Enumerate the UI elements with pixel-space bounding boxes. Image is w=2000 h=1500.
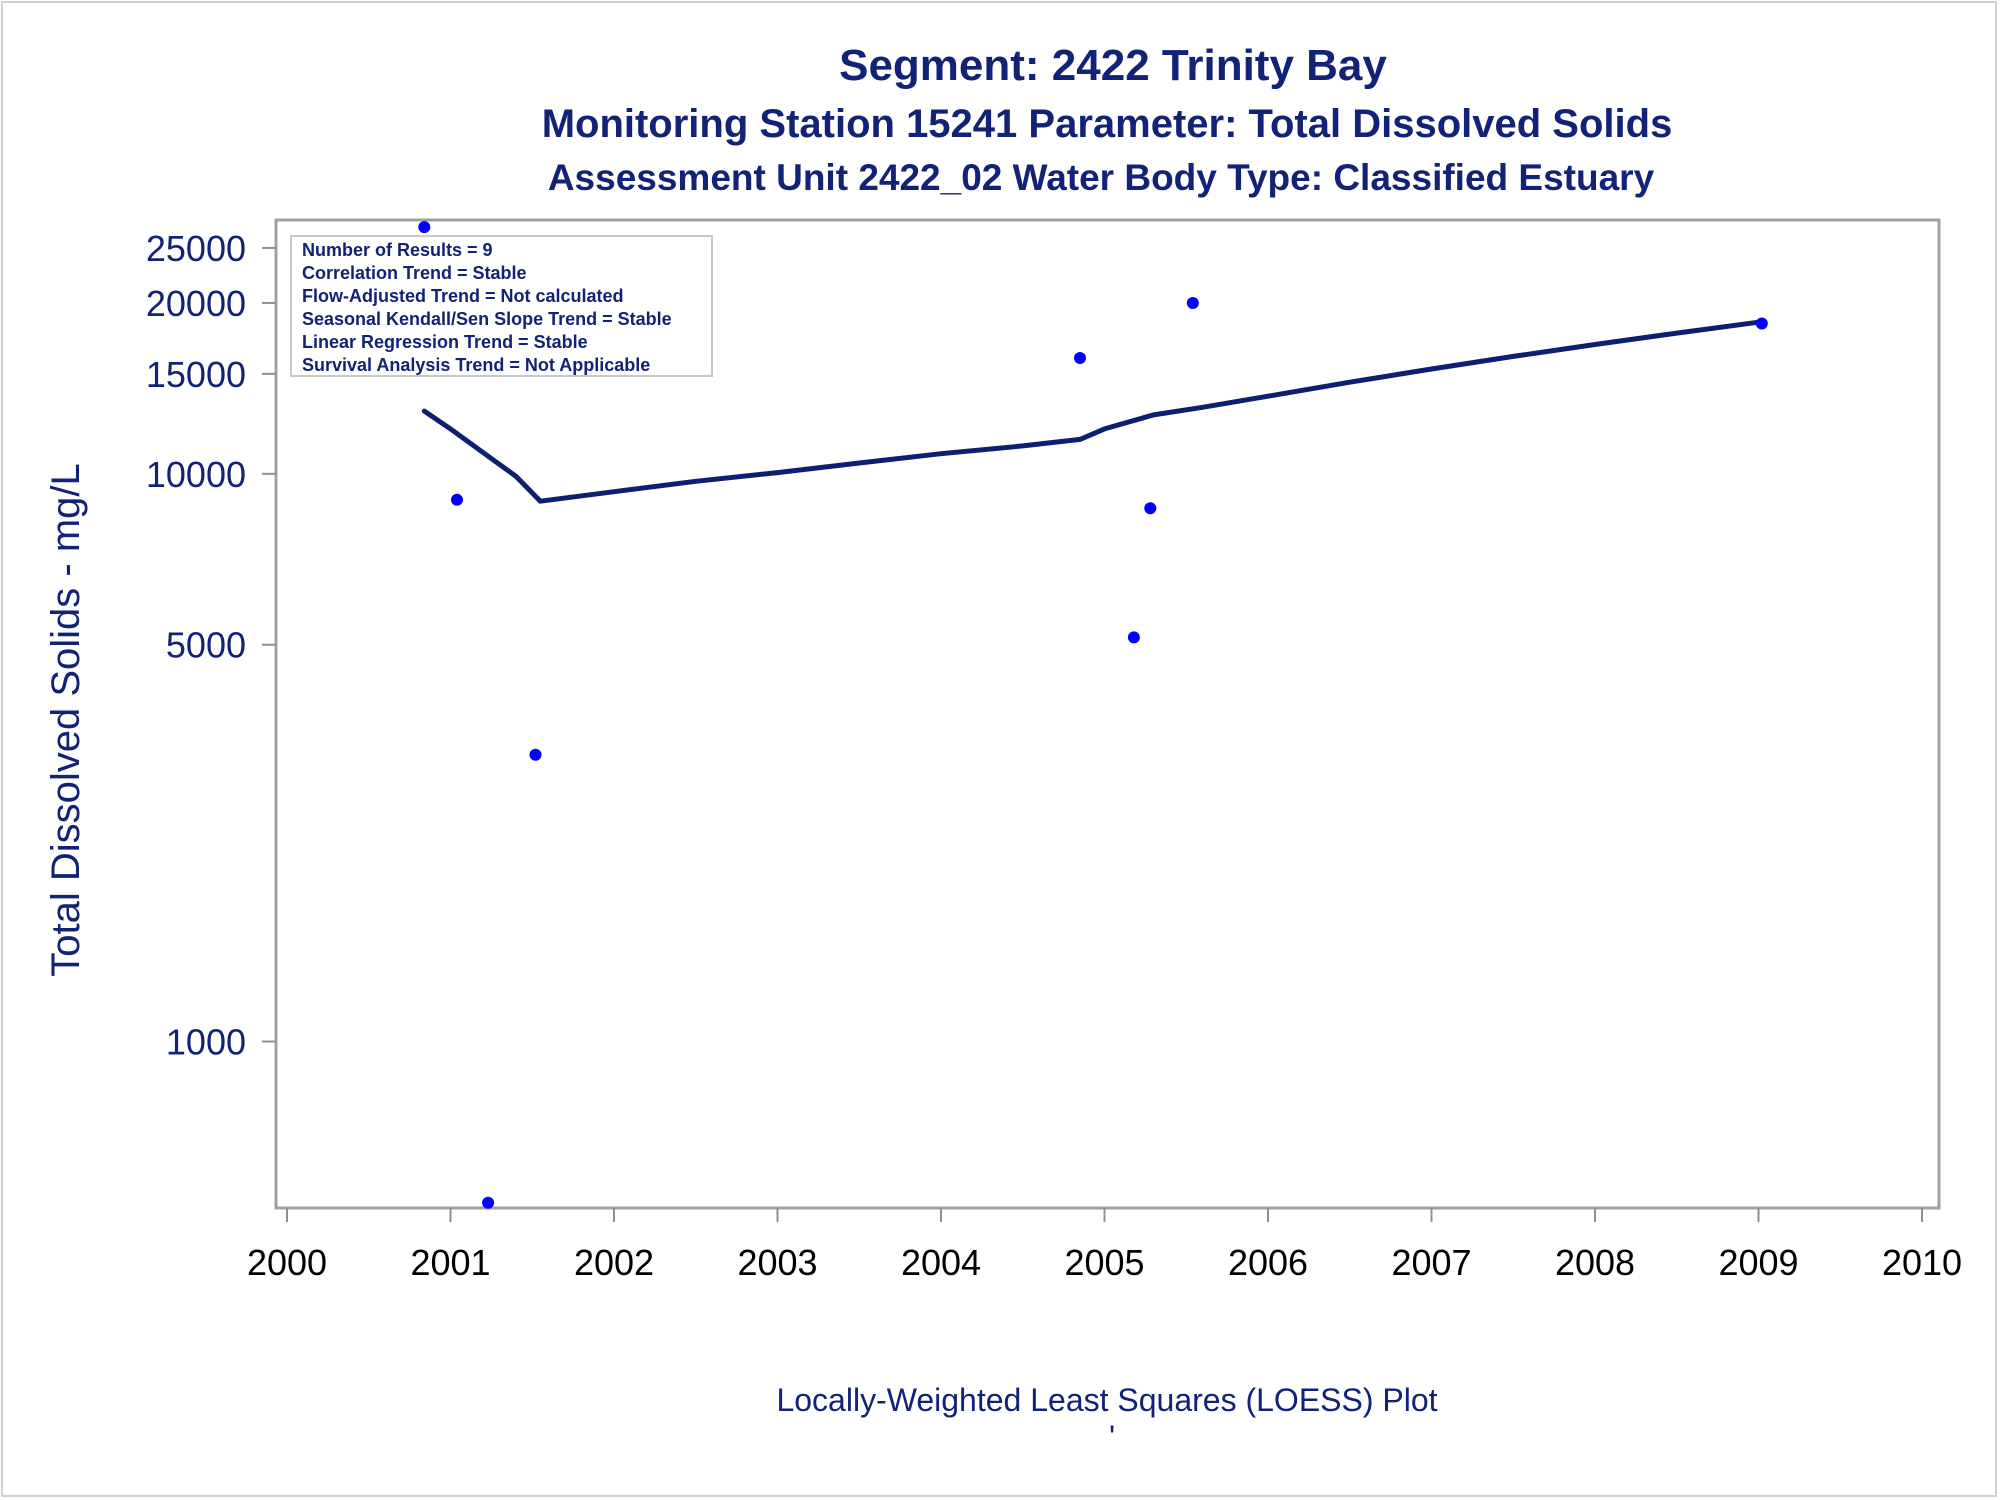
data-point xyxy=(1144,502,1157,515)
data-points-layer xyxy=(418,221,1768,1209)
data-point xyxy=(529,748,542,761)
data-point xyxy=(418,221,431,234)
inset-line-flow-adjusted: Flow-Adjusted Trend = Not calculated xyxy=(302,286,624,306)
chart-subtitle: Monitoring Station 15241 Parameter: Tota… xyxy=(542,102,1673,146)
data-point xyxy=(1127,631,1140,644)
x-tick-label: 2001 xyxy=(410,1242,490,1283)
x-tick-label: 2002 xyxy=(574,1242,654,1283)
x-tick-label: 2009 xyxy=(1718,1242,1798,1283)
data-point xyxy=(1755,317,1768,330)
y-tick-label: 15000 xyxy=(146,354,246,395)
inset-line-survival: Survival Analysis Trend = Not Applicable xyxy=(302,355,650,375)
x-tick-label: 2006 xyxy=(1228,1242,1308,1283)
loess-curve-layer xyxy=(421,319,1761,504)
y-axis-label: Total Dissolved Solids - mg/L xyxy=(44,463,88,977)
footnote-mark: ' xyxy=(1109,1419,1115,1455)
inset-legend: Number of Results = 9 Correlation Trend … xyxy=(290,235,713,377)
y-tick-label: 5000 xyxy=(166,625,246,666)
data-point xyxy=(482,1196,495,1209)
loess-line xyxy=(421,319,1761,504)
inset-line-linear-regression: Linear Regression Trend = Stable xyxy=(302,332,588,352)
y-axis: 1000 5000 10000 15000 20000 25000 xyxy=(146,228,276,1063)
inset-line-results: Number of Results = 9 xyxy=(302,240,493,260)
y-tick-label: 1000 xyxy=(166,1022,246,1063)
data-point xyxy=(1074,352,1086,364)
y-tick-label: 20000 xyxy=(146,283,246,324)
data-point xyxy=(451,493,463,506)
x-tick-label: 2004 xyxy=(901,1242,981,1283)
inset-line-seasonal-kendall: Seasonal Kendall/Sen Slope Trend = Stabl… xyxy=(302,309,672,329)
data-point xyxy=(1186,297,1199,309)
x-tick-label: 2010 xyxy=(1882,1242,1962,1283)
inset-line-correlation: Correlation Trend = Stable xyxy=(302,263,527,283)
chart-title: Segment: 2422 Trinity Bay xyxy=(839,41,1387,90)
y-tick-label: 25000 xyxy=(146,228,246,269)
plot-area-frame xyxy=(274,218,1941,1210)
footnote: Locally-Weighted Least Squares (LOESS) P… xyxy=(776,1382,1437,1418)
y-tick-label: 10000 xyxy=(146,454,246,495)
chart-subtitle-2: Assessment Unit 2422_02 Water Body Type:… xyxy=(548,157,1655,198)
x-tick-label: 2008 xyxy=(1555,1242,1635,1283)
x-tick-label: 2000 xyxy=(247,1242,327,1283)
x-tick-label: 2007 xyxy=(1391,1242,1471,1283)
inset-legend-box xyxy=(290,235,713,377)
x-tick-label: 2005 xyxy=(1064,1242,1144,1283)
x-tick-label: 2003 xyxy=(737,1242,817,1283)
x-axis: 2000 2001 2002 2003 2004 2005 2006 2007 2008 2009… xyxy=(247,1208,1962,1283)
